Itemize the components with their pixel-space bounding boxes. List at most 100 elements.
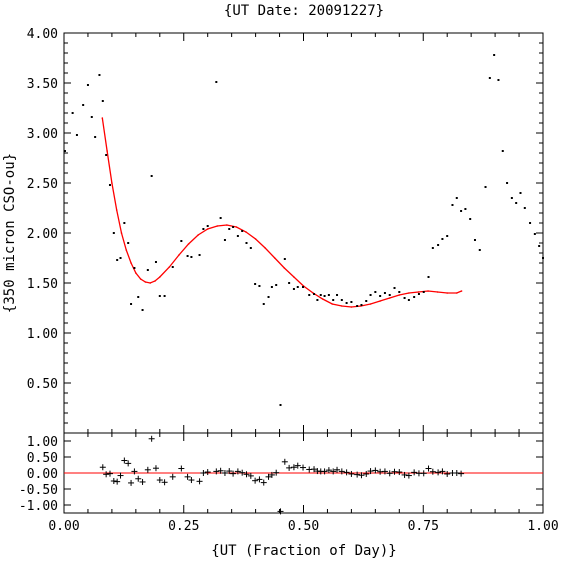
data-point [254, 283, 257, 285]
data-point [146, 269, 149, 271]
data-point [112, 232, 115, 234]
fit-curve-point [187, 243, 190, 245]
residual-point [226, 468, 233, 475]
data-point [493, 54, 496, 56]
data-point [180, 240, 183, 242]
data-point [75, 134, 78, 136]
data-point [270, 286, 273, 288]
x-tick-label: 1.00 [527, 519, 558, 534]
main-y-ticks: 0.50 1.00 1.50 2.00 2.50 3.00 3.50 4.00 [27, 27, 543, 424]
data-point [116, 259, 119, 261]
fit-curve-point [159, 276, 161, 278]
data-point [473, 239, 476, 241]
residual-point [453, 470, 460, 476]
data-point [332, 299, 335, 301]
fit-curve-line [101, 117, 462, 308]
residual-point [260, 479, 267, 486]
data-point [119, 257, 122, 259]
data-point [137, 296, 140, 298]
residual-point [221, 470, 228, 476]
main-y-tick-label: 4.00 [27, 27, 58, 42]
data-point [360, 304, 363, 306]
data-point [241, 230, 244, 232]
fit-curve-layer [101, 117, 463, 308]
fit-curve-point [283, 267, 286, 269]
data-point [101, 100, 104, 102]
residual-point [230, 470, 237, 477]
data-point [313, 293, 316, 295]
residual-point [200, 470, 207, 476]
residual-point [196, 478, 203, 485]
residual-point [286, 464, 293, 471]
data-point [374, 291, 377, 293]
data-point [63, 150, 66, 152]
data-point [519, 192, 522, 194]
main-x-ticks [63, 33, 544, 433]
residual-point [381, 468, 388, 475]
data-point [336, 294, 339, 296]
data-point [417, 293, 420, 295]
data-point [529, 222, 532, 224]
x-tick-label: 0.00 [48, 519, 79, 534]
data-point [133, 267, 136, 269]
fit-curve-point [130, 262, 132, 264]
residual-point [121, 457, 128, 464]
residual-point [265, 473, 272, 480]
data-point [171, 266, 174, 268]
residual-point [458, 470, 465, 477]
data-point [130, 303, 133, 305]
residual-point [247, 472, 254, 479]
data-point [141, 309, 144, 311]
fit-curve-point [398, 294, 401, 296]
residual-point [106, 470, 113, 477]
fit-curve-point [264, 247, 266, 249]
residual-points-layer [99, 435, 465, 515]
data-point [249, 247, 252, 249]
fit-curve-point [120, 232, 123, 234]
main-y-tick-label: 2.50 [27, 177, 58, 192]
data-point [437, 244, 440, 246]
chart-title: {UT Date: 20091227} [224, 3, 384, 19]
data-point [123, 222, 126, 224]
residual-point [273, 469, 280, 476]
residual-point [367, 468, 374, 475]
data-point [158, 295, 161, 297]
data-point [501, 150, 504, 152]
residual-point [268, 471, 275, 478]
data-point [488, 77, 491, 79]
data-point [413, 296, 416, 298]
x-tick-label: 0.25 [168, 519, 199, 534]
residual-point [325, 467, 332, 474]
residual-point [156, 477, 163, 484]
data-point [150, 175, 153, 177]
data-point [379, 295, 382, 297]
residual-point [401, 471, 408, 478]
residual-y-tick-label: -0.50 [19, 483, 58, 498]
data-points-layer [63, 54, 544, 406]
residual-point [217, 467, 224, 474]
data-point [484, 186, 487, 188]
data-point [383, 292, 386, 294]
fit-curve-point [273, 257, 276, 259]
data-point [323, 295, 326, 297]
fit-curve-point [139, 278, 142, 280]
data-point [223, 239, 226, 241]
data-point [469, 218, 472, 220]
residual-y-tick-label: 1.00 [27, 435, 58, 450]
fit-curve-point [427, 290, 429, 292]
residual-point [234, 468, 241, 475]
y-axis-title: {350 micron CSO-ou} [2, 153, 18, 313]
data-point [267, 296, 270, 298]
residual-point [348, 470, 355, 477]
data-point [258, 285, 261, 287]
data-point [206, 225, 209, 227]
fit-curve-point [149, 282, 152, 284]
residual-point [110, 478, 117, 484]
residual-point [169, 473, 176, 480]
residual-point [135, 475, 142, 482]
residual-y-tick-label: -1.00 [19, 499, 58, 514]
data-point [127, 242, 130, 244]
fit-curve-point [144, 281, 147, 283]
data-point [296, 286, 299, 288]
